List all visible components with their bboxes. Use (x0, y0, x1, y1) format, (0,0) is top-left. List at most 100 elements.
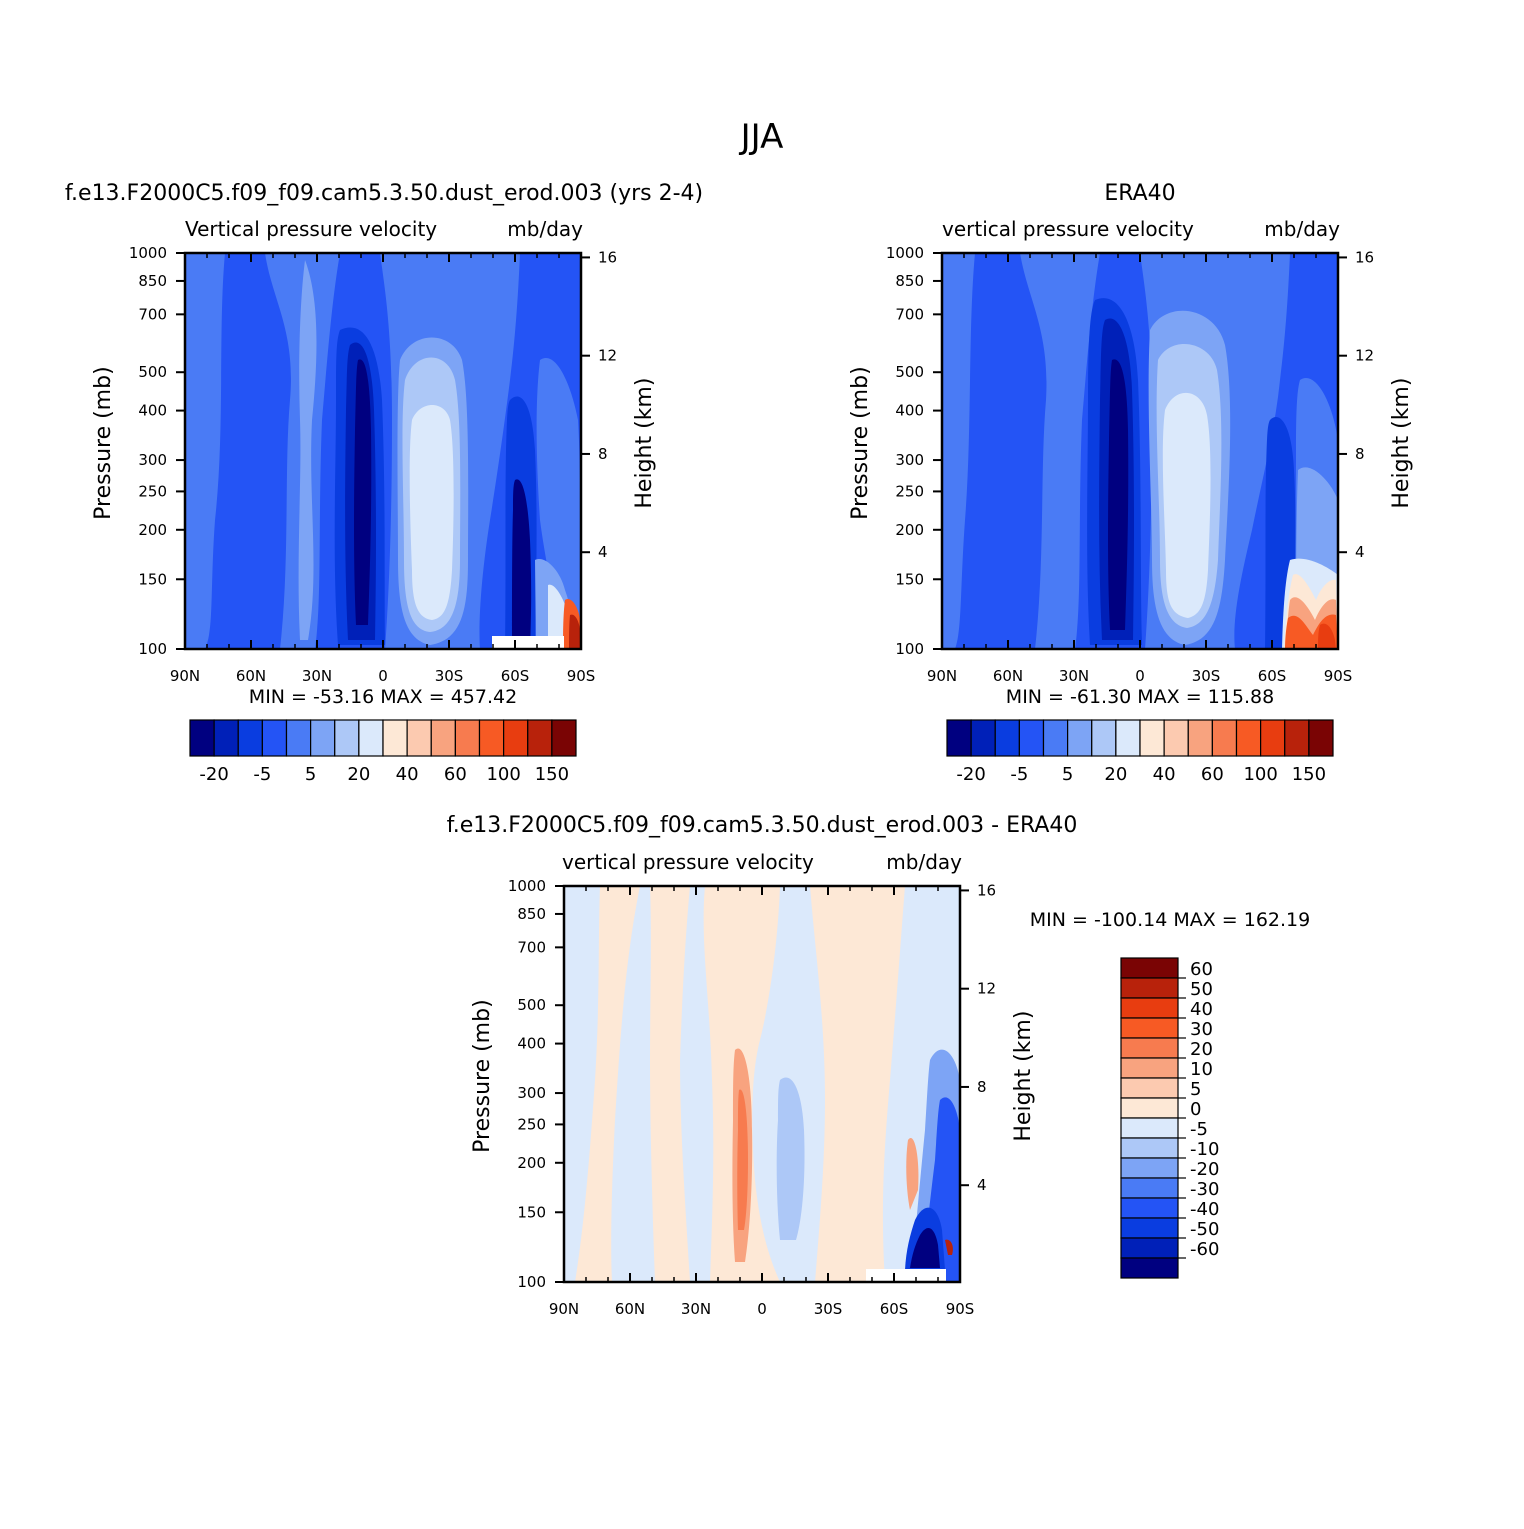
pressure-tick-label: 250 (895, 482, 924, 500)
panel-difference-axes: 90N 60N 30N 0 30S 60S 90S 100 150 200 250 300 400 500… (470, 877, 1036, 1318)
x-tick-label: 90N (549, 1300, 579, 1318)
colorbar-box (1120, 1097, 1179, 1119)
colorbar-box (1235, 719, 1262, 757)
colorbar-label: -20 (1190, 1159, 1219, 1180)
panel-difference-field (564, 886, 960, 1282)
panel-model-axes: 90N 60N 30N 0 30S 60S 90S 100 150 200 250 300 400 500… (91, 244, 657, 685)
colorbar-label: 5 (305, 764, 316, 785)
x-tick-label: 60S (501, 667, 530, 685)
x-tick-label: 90N (170, 667, 200, 685)
colorbar-box (1120, 1177, 1179, 1199)
pressure-tick-label: 700 (517, 938, 546, 956)
colorbar-label: 40 (1190, 999, 1213, 1020)
pressure-tick-label: 150 (895, 570, 924, 588)
colorbar-label: 0 (1190, 1099, 1201, 1120)
colorbar-label: -60 (1190, 1239, 1219, 1260)
colorbar-box (1211, 719, 1238, 757)
pressure-tick-label: 400 (895, 402, 924, 420)
colorbar-box (261, 719, 288, 757)
pressure-tick-label: 500 (138, 363, 167, 381)
height-tick-label: 8 (598, 445, 608, 463)
colorbar-label: 50 (1190, 979, 1213, 1000)
height-tick-label: 16 (977, 881, 996, 899)
colorbar-box (1091, 719, 1117, 757)
colorbar-box (1163, 719, 1189, 757)
pressure-tick-label: 1000 (129, 244, 167, 262)
panel-difference-title: f.e13.F2000C5.f09_f09.cam5.3.50.dust_ero… (447, 813, 1078, 838)
panel-model-colorbar: -20 -5 5 20 40 60 100 150 (189, 719, 577, 785)
colorbar-label: -5 (1010, 764, 1028, 785)
panel-model: f.e13.F2000C5.f09_f09.cam5.3.50.dust_ero… (65, 181, 703, 785)
field-contour (942, 253, 975, 649)
panel-difference-subtitle-left: vertical pressure velocity (562, 850, 814, 874)
pressure-tick-label: 850 (895, 272, 924, 290)
x-tick-label: 90S (1324, 667, 1353, 685)
colorbar-label: 150 (1292, 764, 1326, 785)
colorbar-box (970, 719, 996, 757)
panel-model-subtitle-left: Vertical pressure velocity (185, 217, 437, 241)
y-axis-label: Pressure (mb) (91, 366, 116, 519)
pressure-tick-label: 250 (517, 1115, 546, 1133)
colorbar-box (994, 719, 1020, 757)
field-contour (536, 358, 581, 649)
pressure-tick-label: 300 (517, 1084, 546, 1102)
colorbar-box (310, 719, 336, 757)
field-contour (1108, 359, 1129, 630)
height-tick-label: 16 (1355, 248, 1374, 266)
colorbar-box (382, 719, 408, 757)
pressure-tick-label: 1000 (508, 877, 546, 895)
colorbar-box (237, 719, 263, 757)
field-contour (298, 260, 317, 640)
pressure-tick-label: 300 (895, 451, 924, 469)
x-tick-label: 30S (814, 1300, 843, 1318)
colorbar-box (430, 719, 456, 757)
colorbar-label: -5 (253, 764, 271, 785)
panel-model-subtitle-right: mb/day (507, 217, 583, 241)
height-tick-label: 4 (977, 1176, 987, 1194)
height-tick-label: 12 (598, 347, 617, 365)
colorbar-box (1139, 719, 1165, 757)
field-contour (810, 886, 905, 1282)
x-tick-label: 30S (1192, 667, 1221, 685)
colorbar-label: 150 (535, 764, 569, 785)
pressure-tick-label: 100 (895, 640, 924, 658)
colorbar-label: 100 (486, 764, 520, 785)
colorbar-box (1018, 719, 1045, 757)
x-tick-label: 90S (567, 667, 596, 685)
panel-model-stats: MIN = -53.16 MAX = 457.42 (249, 686, 517, 708)
y-axis-label: Pressure (mb) (848, 366, 873, 519)
x-tick-label: 60S (880, 1300, 909, 1318)
colorbar-box (213, 719, 239, 757)
y-axis-label: Pressure (mb) (470, 999, 495, 1153)
missing-data-mask (866, 1269, 946, 1282)
colorbar-box (1120, 1237, 1179, 1259)
panel-era40-axes: 90N 60N 30N 0 30S 60S 90S 100 150 200 250 300 400 500… (848, 244, 1414, 685)
field-contour (1162, 392, 1211, 618)
pressure-tick-label: 100 (138, 640, 167, 658)
field-contour (906, 1138, 919, 1210)
colorbar-label: 20 (347, 764, 370, 785)
colorbar-box (1067, 719, 1093, 757)
pressure-tick-label: 400 (138, 402, 167, 420)
colorbar-box (1120, 1057, 1179, 1079)
page-title: JJA (739, 117, 784, 157)
panel-difference: f.e13.F2000C5.f09_f09.cam5.3.50.dust_ero… (447, 813, 1311, 1318)
height-tick-label: 8 (977, 1078, 987, 1096)
x-tick-label: 30N (1059, 667, 1089, 685)
colorbar-box (1115, 719, 1141, 757)
height-tick-label: 12 (1355, 347, 1374, 365)
pressure-tick-label: 850 (138, 272, 167, 290)
colorbar-label: -10 (1190, 1139, 1219, 1160)
panel-difference-subtitle-right: mb/day (886, 850, 962, 874)
colorbar-box (1120, 1037, 1179, 1059)
height-tick-label: 8 (1355, 445, 1365, 463)
colorbar-box (1120, 957, 1179, 979)
x-tick-label: 0 (757, 1300, 767, 1318)
x-tick-label: 60S (1258, 667, 1287, 685)
x-tick-label: 60N (615, 1300, 645, 1318)
pressure-tick-label: 250 (138, 482, 167, 500)
colorbar-box (358, 719, 384, 757)
pressure-tick-label: 1000 (886, 244, 924, 262)
